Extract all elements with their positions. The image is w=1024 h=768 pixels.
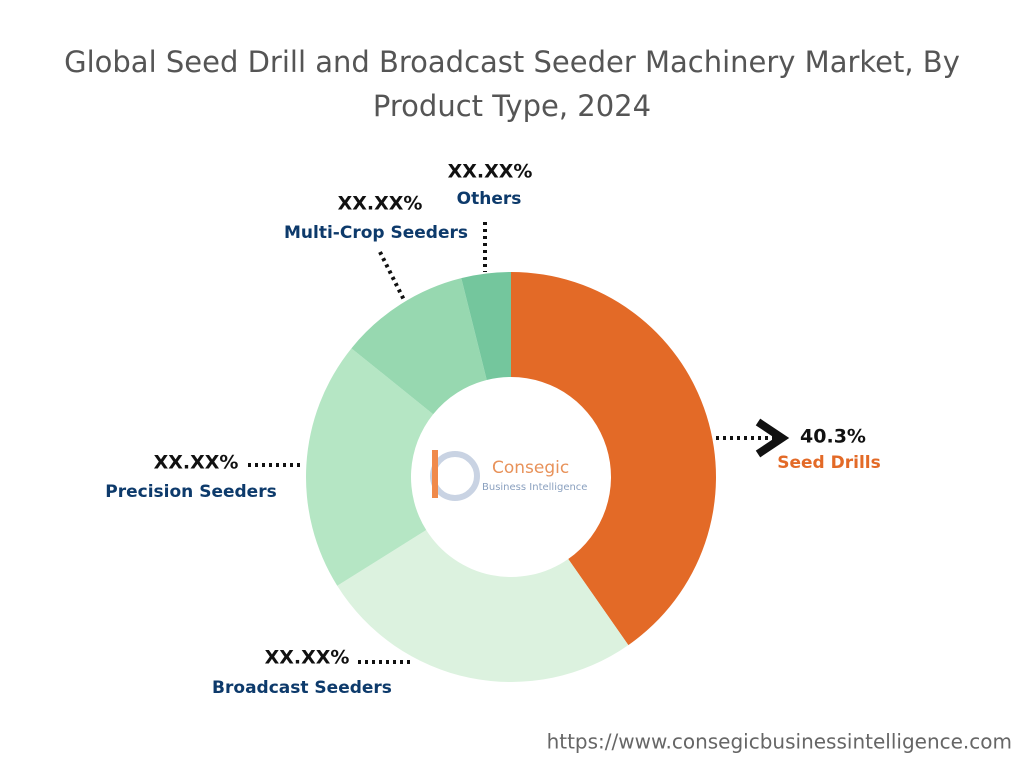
donut-slice [511, 272, 716, 646]
data-label: XX.XX% [154, 452, 239, 474]
source-url: https://www.consegicbusinessintelligence… [547, 730, 1012, 754]
logo-name: Consegic [492, 458, 569, 478]
data-label: XX.XX% [448, 161, 533, 183]
leader-line [378, 251, 406, 301]
logo-icon [432, 450, 438, 498]
category-label: Multi-Crop Seeders [284, 223, 468, 243]
data-label: XX.XX% [265, 647, 350, 669]
category-label: Broadcast Seeders [212, 678, 392, 698]
donut-slice [351, 278, 487, 415]
data-label: XX.XX% [338, 193, 423, 215]
logo: Consegic Business Intelligence [430, 450, 587, 501]
donut-slice [461, 272, 511, 380]
donut-slice [305, 348, 434, 586]
logo-icon [430, 451, 480, 501]
donut-slice [337, 530, 629, 682]
logo-tagline: Business Intelligence [482, 482, 587, 493]
category-label: Seed Drills [777, 453, 881, 473]
data-label: 40.3% [800, 426, 866, 448]
category-label: Others [457, 189, 522, 209]
category-label: Precision Seeders [105, 482, 276, 502]
chart-title: Global Seed Drill and Broadcast Seeder M… [64, 45, 960, 123]
